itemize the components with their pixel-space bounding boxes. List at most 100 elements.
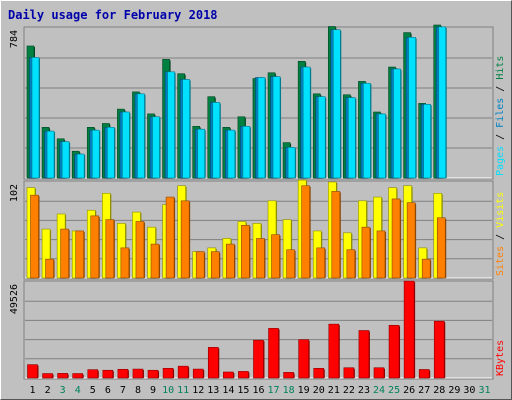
ylabel-bottom: KBytes bbox=[495, 340, 506, 376]
bar-kbytes-day-9 bbox=[147, 369, 159, 379]
xtick-label-25: 25 bbox=[388, 385, 400, 396]
ylabel-middle: Sites / Visits bbox=[495, 192, 506, 276]
xtick-label-19: 19 bbox=[298, 385, 310, 396]
bar-pages-day-14 bbox=[227, 129, 236, 179]
xtick-label-27: 27 bbox=[418, 385, 430, 396]
bar-sites-day-2 bbox=[45, 258, 54, 279]
bar-kbytes-day-28 bbox=[433, 320, 445, 379]
xtick-label-7: 7 bbox=[120, 385, 126, 396]
xtick-label-30: 30 bbox=[463, 385, 475, 396]
ylabel-part-visits: Visits bbox=[495, 192, 506, 228]
xtick-label-31: 31 bbox=[478, 385, 490, 396]
bar-sites-day-16 bbox=[256, 238, 265, 279]
bar-kbytes-day-24 bbox=[373, 367, 385, 379]
xtick-label-29: 29 bbox=[448, 385, 460, 396]
ylabel-separator: / bbox=[495, 80, 506, 98]
xtick-label-23: 23 bbox=[358, 385, 370, 396]
xtick-label-24: 24 bbox=[373, 385, 385, 396]
bar-sites-day-24 bbox=[376, 230, 386, 279]
xtick-label-21: 21 bbox=[328, 385, 340, 396]
bar-pages-day-22 bbox=[348, 97, 356, 179]
bar-pages-day-2 bbox=[46, 130, 55, 179]
bar-sites-day-26 bbox=[406, 202, 416, 279]
xtick-label-1: 1 bbox=[30, 385, 36, 396]
bar-pages-day-28 bbox=[438, 26, 447, 179]
bar-pages-day-27 bbox=[423, 104, 431, 179]
bar-sites-day-9 bbox=[150, 243, 160, 279]
bar-kbytes-day-25 bbox=[388, 324, 400, 379]
bar-pages-day-17 bbox=[272, 76, 281, 179]
bar-sites-day-21 bbox=[331, 191, 341, 279]
xtick-label-11: 11 bbox=[177, 385, 189, 396]
ylabel-separator: / bbox=[495, 128, 506, 146]
ylabel-part-hits: Hits bbox=[495, 56, 506, 80]
xtick-label-4: 4 bbox=[75, 385, 81, 396]
xtick-label-12: 12 bbox=[192, 385, 204, 396]
bar-sites-day-14 bbox=[226, 243, 235, 279]
bar-kbytes-day-6 bbox=[102, 369, 114, 379]
bar-pages-day-16 bbox=[257, 77, 266, 179]
ymax-label-middle: 102 bbox=[9, 184, 20, 202]
bar-pages-day-8 bbox=[137, 93, 145, 179]
bar-pages-day-18 bbox=[287, 147, 296, 179]
xtick-label-13: 13 bbox=[207, 385, 219, 396]
xtick-label-15: 15 bbox=[237, 385, 249, 396]
chart-title: Daily usage for February 2018 bbox=[8, 8, 218, 22]
bar-kbytes-day-1 bbox=[27, 364, 38, 379]
bar-pages-day-12 bbox=[197, 128, 206, 179]
xtick-label-9: 9 bbox=[150, 385, 156, 396]
xtick-label-2: 2 bbox=[45, 385, 51, 396]
bar-kbytes-day-23 bbox=[358, 330, 370, 379]
bar-sites-day-4 bbox=[75, 230, 84, 279]
ylabel-part-files: Files bbox=[495, 98, 506, 128]
bar-kbytes-day-7 bbox=[117, 368, 129, 379]
bar-pages-day-26 bbox=[408, 37, 416, 179]
bar-kbytes-day-4 bbox=[72, 373, 83, 379]
bar-sites-day-27 bbox=[421, 258, 431, 279]
bar-pages-day-23 bbox=[363, 82, 371, 179]
bar-sites-day-11 bbox=[180, 200, 190, 279]
bar-sites-day-19 bbox=[301, 185, 310, 279]
ymax-label-top: 784 bbox=[9, 30, 20, 48]
bar-kbytes-day-8 bbox=[132, 368, 144, 379]
bar-sites-day-17 bbox=[271, 234, 280, 279]
bar-pages-day-13 bbox=[212, 102, 221, 179]
bar-sites-day-22 bbox=[346, 249, 356, 279]
bar-sites-day-25 bbox=[391, 198, 401, 279]
bar-kbytes-day-3 bbox=[57, 373, 68, 379]
xtick-label-5: 5 bbox=[90, 385, 96, 396]
bar-kbytes-day-21 bbox=[328, 323, 340, 379]
bar-kbytes-day-18 bbox=[283, 372, 294, 379]
bar-kbytes-day-20 bbox=[313, 368, 325, 379]
bar-pages-day-24 bbox=[378, 113, 386, 179]
bar-kbytes-day-27 bbox=[418, 369, 430, 379]
bar-kbytes-day-2 bbox=[42, 373, 53, 379]
xtick-label-20: 20 bbox=[313, 385, 325, 396]
xtick-label-14: 14 bbox=[222, 385, 234, 396]
ylabel-part-pages: Pages bbox=[495, 146, 506, 176]
bar-pages-day-20 bbox=[317, 96, 326, 179]
xtick-label-26: 26 bbox=[403, 385, 415, 396]
bar-sites-day-28 bbox=[436, 217, 446, 279]
bar-kbytes-day-16 bbox=[253, 339, 264, 379]
bar-pages-day-1 bbox=[31, 57, 40, 179]
bar-kbytes-day-13 bbox=[207, 347, 219, 379]
bar-kbytes-day-26 bbox=[403, 280, 415, 379]
bar-pages-day-9 bbox=[152, 116, 160, 179]
bar-pages-day-11 bbox=[182, 79, 190, 179]
bar-sites-day-12 bbox=[195, 251, 205, 279]
xtick-label-22: 22 bbox=[343, 385, 355, 396]
xtick-label-10: 10 bbox=[162, 385, 174, 396]
bar-pages-day-25 bbox=[393, 68, 401, 179]
bar-kbytes-day-10 bbox=[162, 368, 174, 379]
bar-sites-day-6 bbox=[105, 219, 115, 279]
xtick-label-6: 6 bbox=[105, 385, 111, 396]
bar-kbytes-day-17 bbox=[268, 328, 279, 379]
bar-pages-day-15 bbox=[242, 126, 251, 179]
ymax-label-bottom: 49526 bbox=[9, 284, 20, 314]
bar-kbytes-day-11 bbox=[177, 365, 189, 379]
bar-pages-day-7 bbox=[122, 111, 130, 179]
bar-sites-day-3 bbox=[60, 228, 69, 279]
xtick-label-28: 28 bbox=[433, 385, 445, 396]
